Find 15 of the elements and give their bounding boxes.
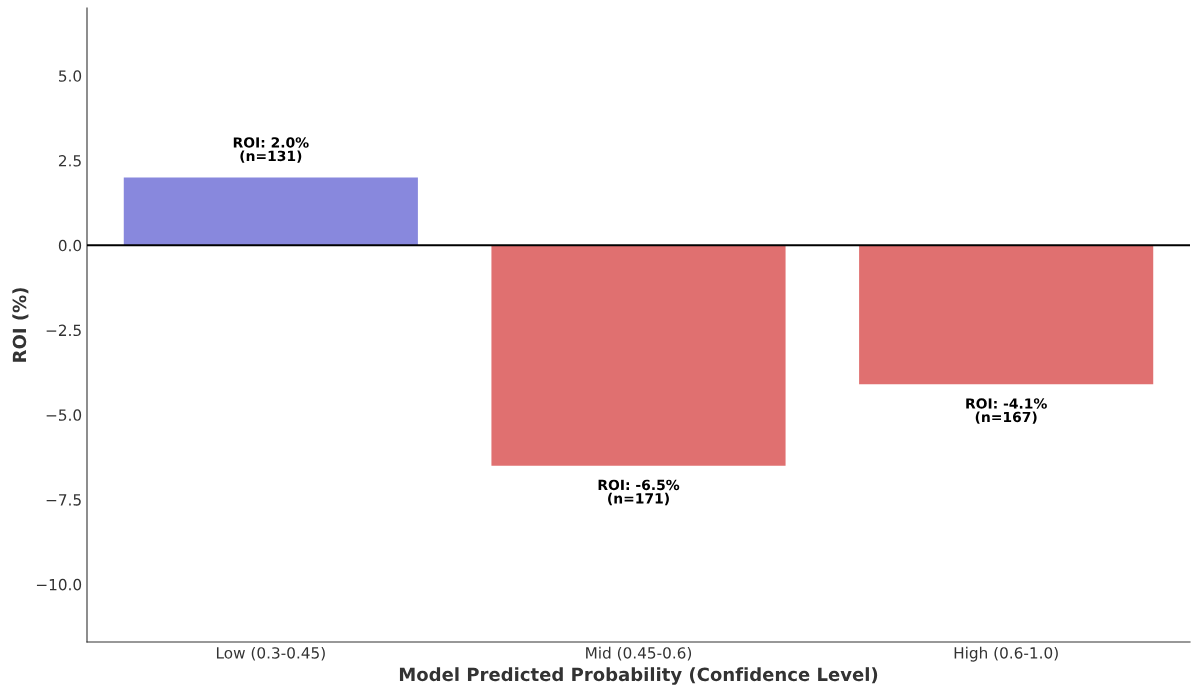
- y-tick-label: −7.5: [46, 494, 81, 506]
- y-tick-label: 2.5: [58, 155, 81, 167]
- y-tick-label: −10.0: [36, 578, 82, 591]
- x-tick-label: Mid (0.45-0.6): [586, 646, 692, 661]
- y-axis-title: ROI (%): [12, 288, 29, 362]
- y-tick-label: −2.5: [46, 324, 81, 337]
- x-tick-label: High (0.6-1.0): [954, 646, 1058, 662]
- x-tick-label: Low (0.3-0.45): [216, 646, 325, 661]
- x-axis-title: Model Predicted Probability (Confidence Level): [399, 667, 878, 685]
- data-label: ROI: -6.5% (n=171): [598, 479, 680, 506]
- data-label: ROI: -4.1% (n=167): [966, 398, 1047, 424]
- data-label: ROI: 2.0% (n=131): [233, 137, 309, 163]
- y-tick-label: −5.0: [46, 409, 82, 421]
- y-tick-label: 5.0: [59, 70, 82, 82]
- y-tick-label: 0.0: [58, 239, 82, 252]
